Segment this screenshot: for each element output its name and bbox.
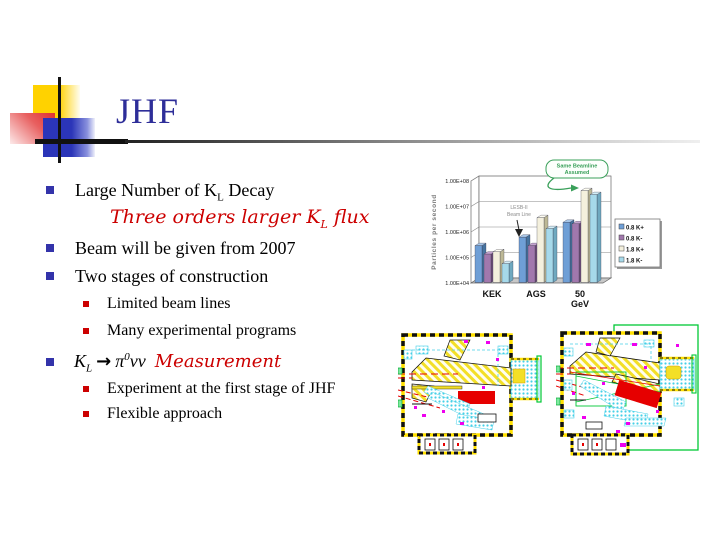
bullet-square-icon	[46, 358, 54, 366]
sub-bullet-square-icon	[83, 328, 89, 334]
svg-text:1.00E+06: 1.00E+06	[445, 230, 469, 236]
svg-text:GeV: GeV	[571, 299, 589, 309]
counting-rooms	[424, 438, 464, 451]
svg-text:LESB-II: LESB-II	[510, 205, 527, 211]
svg-text:1.00E+08: 1.00E+08	[445, 179, 469, 185]
svg-text:Same Beamline: Same Beamline	[557, 164, 598, 170]
svg-text:1.00E+05: 1.00E+05	[445, 256, 469, 262]
label-marks-magenta	[414, 340, 499, 425]
pi0-symbol: π0	[115, 351, 130, 371]
svg-text:1.00E+04: 1.00E+04	[445, 281, 469, 287]
beam-dump-block	[659, 354, 697, 394]
svg-text:Assumed: Assumed	[565, 170, 590, 176]
bullet-item-4: KL → π0νν Measurement	[74, 351, 282, 375]
bullet-square-icon	[46, 186, 54, 194]
page-title: JHF	[116, 91, 180, 131]
sub-bullet-square-icon	[83, 386, 89, 392]
down-arrow-icon	[515, 229, 523, 237]
nunu-symbol: νν	[129, 351, 146, 371]
bullet-item-1: Large Number of KL Decay	[75, 180, 275, 204]
svg-text:KEK: KEK	[482, 289, 502, 299]
svg-text:50: 50	[575, 289, 585, 299]
sub-bullet-4: Flexible approach	[107, 405, 223, 422]
label-marks-magenta	[572, 343, 679, 433]
counting-rooms	[577, 438, 626, 451]
beam-dump-extension	[510, 355, 542, 403]
svg-text:AGS: AGS	[526, 289, 546, 299]
bullet-square-icon	[46, 272, 54, 280]
magnet-red-block-tilted	[614, 379, 662, 409]
svg-text:1.8 K-: 1.8 K-	[626, 259, 642, 265]
right-arrow-icon: →	[96, 351, 112, 372]
kl-symbol: KL	[74, 351, 93, 375]
kaon-flux-chart: Particles per second 1.00E+08 1.00E+	[428, 157, 668, 317]
logo-cross-vertical	[58, 77, 61, 163]
detector-fan-cyan	[403, 345, 509, 431]
bullet-1-text: Large Number of K	[75, 180, 218, 200]
bar-chart-svg: Particles per second 1.00E+08 1.00E+	[431, 159, 662, 309]
bars-group	[474, 187, 602, 283]
title-divider	[125, 140, 700, 143]
logo-blue-square	[43, 118, 95, 157]
magnet-red-block	[458, 391, 495, 404]
bullet-1-text2: Decay	[223, 180, 275, 200]
svg-text:0.8 K-: 0.8 K-	[626, 237, 642, 243]
red-note-sub: L	[320, 217, 328, 231]
bullet-item-3: Two stages of construction	[75, 266, 269, 286]
y-tick-labels: 1.00E+08 1.00E+07 1.00E+06 1.00E+05 1.00…	[445, 179, 469, 287]
red-note: Three orders larger KL flux	[110, 206, 370, 231]
curved-arrow-icon	[547, 177, 572, 191]
logo-yellow-square	[33, 85, 80, 118]
svg-text:1.00E+07: 1.00E+07	[445, 205, 469, 211]
svg-text:0.8 K+: 0.8 K+	[626, 226, 644, 232]
sub-bullet-3: Experiment at the first stage of JHF	[107, 380, 336, 397]
y-axis-title: Particles per second	[431, 194, 438, 270]
bullet-item-2: Beam will be given from 2007	[75, 238, 296, 258]
svg-text:Beam Line: Beam Line	[507, 212, 531, 218]
sub-bullet-square-icon	[83, 411, 89, 417]
sub-bullet-2: Many experimental programs	[107, 322, 297, 339]
misc-structure	[398, 367, 497, 423]
chart-legend: 0.8 K+ 0.8 K- 1.8 K+ 1.8 K-	[614, 218, 662, 269]
red-note-text2: flux	[327, 206, 370, 228]
sub-bullet-square-icon	[83, 301, 89, 307]
measurement-label: Measurement	[154, 351, 282, 372]
beamline-diagram-left	[398, 333, 542, 455]
red-note-text: Three orders larger K	[110, 206, 321, 228]
sub-bullet-1: Limited beam lines	[107, 295, 231, 312]
beamline-diagram-right	[556, 324, 699, 456]
bullet-square-icon	[46, 244, 54, 252]
logo-cross-horizontal	[35, 139, 128, 144]
bullet-1-sub: L	[217, 191, 224, 204]
misc-structure	[556, 365, 603, 430]
detector-fan-cyan	[563, 339, 685, 427]
svg-text:1.8 K+: 1.8 K+	[626, 248, 644, 254]
